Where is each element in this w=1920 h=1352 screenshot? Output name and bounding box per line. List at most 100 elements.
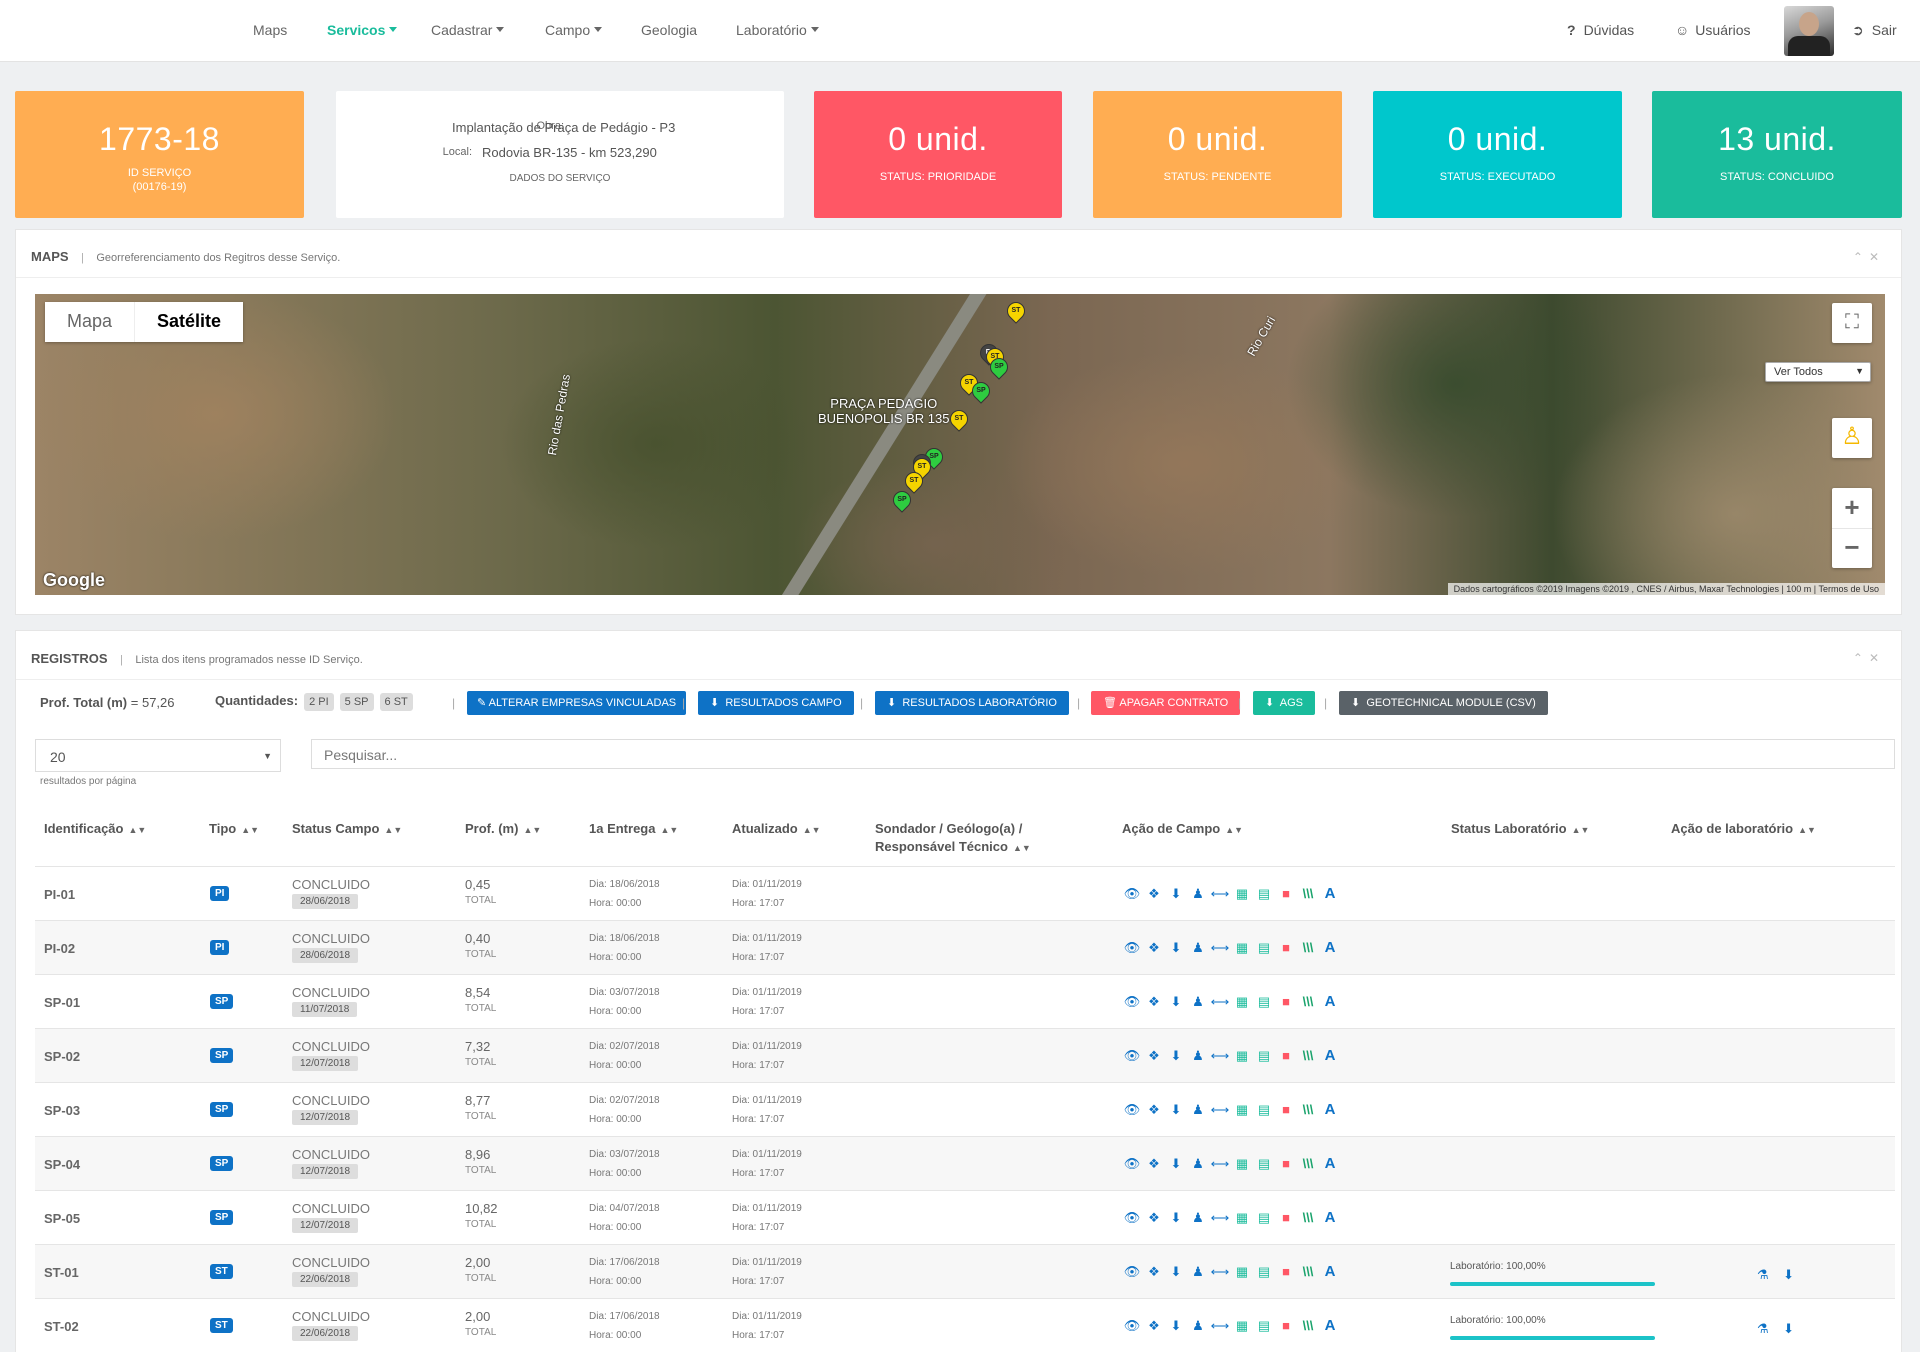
location-pin-icon[interactable]: ❖ <box>1148 1156 1160 1171</box>
resultados-laboratorio-button[interactable]: ⬇ RESULTADOS LABORATÓRIO <box>875 691 1069 715</box>
ags-button[interactable]: ⬇ AGS <box>1253 691 1315 715</box>
arrows-horizontal-icon[interactable]: ⟷ <box>1210 1102 1230 1117</box>
image-file-icon[interactable]: ▦ <box>1235 1102 1249 1117</box>
arrows-horizontal-icon[interactable]: ⟷ <box>1210 1318 1230 1333</box>
arrows-horizontal-icon[interactable]: ⟷ <box>1210 1048 1230 1063</box>
table-row[interactable]: PI-01 PI CONCLUIDO 28/06/2018 0,45 TOTAL… <box>35 866 1895 920</box>
page-size-select[interactable]: 20 ▼ <box>35 739 281 772</box>
image-file-icon[interactable]: ▦ <box>1235 1318 1249 1333</box>
col-status-laboratorio[interactable]: Status Laboratório ▲▼ <box>1451 821 1590 836</box>
download-icon[interactable]: ⬇ <box>1170 1264 1182 1279</box>
pdf-file-icon[interactable]: ▤ <box>1257 886 1271 901</box>
download-icon[interactable]: ⬇ <box>1170 1102 1182 1117</box>
row-identificacao[interactable]: SP-05 <box>44 1211 81 1226</box>
table-row[interactable]: SP-01 SP CONCLUIDO 11/07/2018 8,54 TOTAL… <box>35 974 1895 1028</box>
col-prof[interactable]: Prof. (m) ▲▼ <box>465 821 542 836</box>
pdf-file-icon[interactable]: ▤ <box>1257 1048 1271 1063</box>
pdf-file-icon[interactable]: ▤ <box>1257 1102 1271 1117</box>
geotechnical-module-button[interactable]: ⬇ GEOTECHNICAL MODULE (CSV) <box>1339 691 1548 715</box>
col-tipo[interactable]: Tipo ▲▼ <box>209 821 260 836</box>
zoom-out-button[interactable]: − <box>1832 528 1872 568</box>
streetview-pegman[interactable]: ♙ <box>1832 418 1872 458</box>
download-icon[interactable]: ⬇ <box>1170 1048 1182 1063</box>
location-pin-icon[interactable]: ❖ <box>1148 1210 1160 1225</box>
location-pin-icon[interactable]: ❖ <box>1148 1048 1160 1063</box>
map-pin-sp[interactable]: SP <box>986 354 1012 380</box>
row-identificacao[interactable]: PI-01 <box>44 887 76 902</box>
image-file-icon[interactable]: ▦ <box>1235 1048 1249 1063</box>
alterar-empresas-button[interactable]: ✎ ALTERAR EMPRESAS VINCULADAS <box>467 691 687 715</box>
panel-controls[interactable]: ⌃✕ <box>1853 651 1885 665</box>
avatar[interactable] <box>1784 6 1834 56</box>
team-icon[interactable]: ♟ <box>1192 886 1204 901</box>
map-type-toggle[interactable]: Mapa Satélite <box>45 302 244 342</box>
download-icon[interactable]: ⬇ <box>1170 994 1182 1009</box>
arrows-horizontal-icon[interactable]: ⟷ <box>1210 1264 1230 1279</box>
download-icon[interactable]: ⬇ <box>1170 1210 1182 1225</box>
pdf-file-icon[interactable]: ▤ <box>1257 994 1271 1009</box>
table-row[interactable]: SP-02 SP CONCLUIDO 12/07/2018 7,32 TOTAL… <box>35 1028 1895 1082</box>
image-file-icon[interactable]: ▦ <box>1235 1264 1249 1279</box>
trash-icon[interactable]: ■ <box>1282 1156 1290 1171</box>
autocad-icon[interactable]: A <box>1324 885 1336 902</box>
location-pin-icon[interactable]: ❖ <box>1148 1102 1160 1117</box>
row-identificacao[interactable]: ST-01 <box>44 1265 79 1280</box>
team-icon[interactable]: ♟ <box>1192 1318 1204 1333</box>
ags-icon[interactable]: \\\ <box>1302 1156 1314 1171</box>
view-icon[interactable]: 👁 <box>1123 1048 1141 1063</box>
autocad-icon[interactable]: A <box>1324 939 1336 956</box>
view-icon[interactable]: 👁 <box>1123 994 1141 1009</box>
flask-icon[interactable]: ⚗ <box>1757 1321 1769 1336</box>
map-filter-select[interactable]: Ver Todos ▼ <box>1765 362 1871 382</box>
nav-cadastrar[interactable]: Cadastrar <box>431 22 505 38</box>
zoom-in-button[interactable]: + <box>1844 492 1860 522</box>
view-icon[interactable]: 👁 <box>1123 1156 1141 1171</box>
apagar-contrato-button[interactable]: 🗑 APAGAR CONTRATO <box>1091 691 1241 715</box>
trash-icon[interactable]: ■ <box>1282 1048 1290 1063</box>
table-row[interactable]: ST-02 ST CONCLUIDO 22/06/2018 2,00 TOTAL… <box>35 1298 1895 1352</box>
arrows-horizontal-icon[interactable]: ⟷ <box>1210 1156 1230 1171</box>
arrows-horizontal-icon[interactable]: ⟷ <box>1210 1210 1230 1225</box>
nav-maps[interactable]: Maps <box>253 22 288 38</box>
image-file-icon[interactable]: ▦ <box>1235 1210 1249 1225</box>
row-identificacao[interactable]: ST-02 <box>44 1319 79 1334</box>
nav-servicos[interactable]: Servicos <box>327 22 398 38</box>
view-icon[interactable]: 👁 <box>1123 940 1141 955</box>
panel-controls[interactable]: ⌃✕ <box>1853 250 1885 264</box>
team-icon[interactable]: ♟ <box>1192 1156 1204 1171</box>
collapse-icon[interactable]: ⌃ <box>1852 250 1869 264</box>
image-file-icon[interactable]: ▦ <box>1235 886 1249 901</box>
fullscreen-button[interactable]: ⛶ <box>1832 303 1872 343</box>
close-icon[interactable]: ✕ <box>1868 250 1885 264</box>
team-icon[interactable]: ♟ <box>1192 1048 1204 1063</box>
autocad-icon[interactable]: A <box>1324 1209 1336 1226</box>
pdf-file-icon[interactable]: ▤ <box>1257 1318 1271 1333</box>
trash-icon[interactable]: ■ <box>1282 1102 1290 1117</box>
pdf-file-icon[interactable]: ▤ <box>1257 940 1271 955</box>
trash-icon[interactable]: ■ <box>1282 886 1290 901</box>
col-acao-laboratorio[interactable]: Ação de laboratório ▲▼ <box>1671 821 1816 836</box>
ags-icon[interactable]: \\\ <box>1302 1210 1314 1225</box>
close-icon[interactable]: ✕ <box>1868 651 1885 665</box>
trash-icon[interactable]: ■ <box>1282 1210 1290 1225</box>
map-attribution[interactable]: Dados cartográficos ©2019 Imagens ©2019 … <box>1447 583 1885 595</box>
image-file-icon[interactable]: ▦ <box>1235 1156 1249 1171</box>
search-input[interactable]: Pesquisar... <box>311 739 1895 769</box>
trash-icon[interactable]: ■ <box>1282 940 1290 955</box>
row-identificacao[interactable]: SP-02 <box>44 1049 81 1064</box>
location-pin-icon[interactable]: ❖ <box>1148 1264 1160 1279</box>
table-row[interactable]: SP-05 SP CONCLUIDO 12/07/2018 10,82 TOTA… <box>35 1190 1895 1244</box>
autocad-icon[interactable]: A <box>1324 1101 1336 1118</box>
map-pin-st[interactable]: ST <box>1003 298 1029 324</box>
table-row[interactable]: SP-04 SP CONCLUIDO 12/07/2018 8,96 TOTAL… <box>35 1136 1895 1190</box>
row-identificacao[interactable]: SP-03 <box>44 1103 81 1118</box>
view-icon[interactable]: 👁 <box>1123 1210 1141 1225</box>
download-icon[interactable]: ⬇ <box>1170 886 1182 901</box>
location-pin-icon[interactable]: ❖ <box>1148 994 1160 1009</box>
autocad-icon[interactable]: A <box>1324 1317 1336 1334</box>
download-icon[interactable]: ⬇ <box>1170 940 1182 955</box>
collapse-icon[interactable]: ⌃ <box>1852 651 1869 665</box>
logout-link[interactable]: ➲ Sair <box>1852 22 1897 38</box>
ags-icon[interactable]: \\\ <box>1302 886 1314 901</box>
flask-icon[interactable]: ⚗ <box>1757 1267 1769 1282</box>
